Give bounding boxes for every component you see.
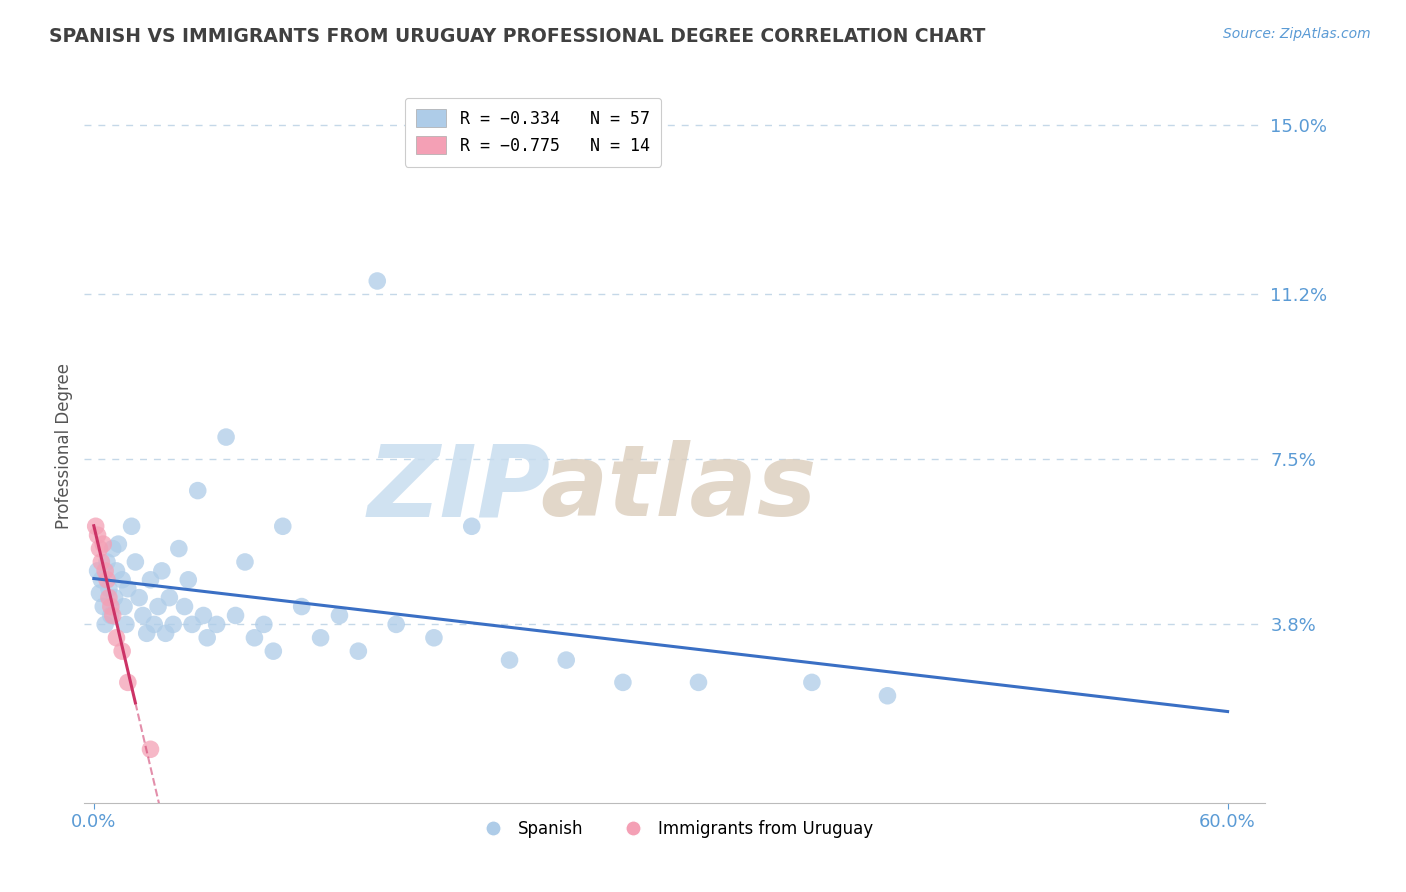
Point <box>94 617 117 632</box>
Point <box>243 631 266 645</box>
Point <box>193 608 215 623</box>
Point <box>104 591 127 605</box>
Point <box>91 537 114 551</box>
Point <box>498 653 520 667</box>
Point <box>143 617 166 632</box>
Point <box>139 573 162 587</box>
Point <box>124 555 146 569</box>
Point <box>97 591 120 605</box>
Point <box>150 564 173 578</box>
Point <box>117 675 139 690</box>
Text: atlas: atlas <box>540 441 817 537</box>
Point <box>262 644 284 658</box>
Point <box>105 631 128 645</box>
Point <box>291 599 314 614</box>
Point <box>101 608 124 623</box>
Point <box>155 626 177 640</box>
Point <box>800 675 823 690</box>
Point <box>215 430 238 444</box>
Point <box>117 582 139 596</box>
Point <box>461 519 484 533</box>
Point <box>555 653 578 667</box>
Point <box>347 644 370 658</box>
Point <box>366 274 388 288</box>
Point <box>107 537 129 551</box>
Point <box>86 528 108 542</box>
Point <box>90 573 112 587</box>
Point <box>385 617 408 632</box>
Point <box>135 626 157 640</box>
Point <box>121 519 143 533</box>
Point <box>423 631 446 645</box>
Point <box>96 573 118 587</box>
Point <box>89 541 111 556</box>
Point <box>876 689 898 703</box>
Text: Source: ZipAtlas.com: Source: ZipAtlas.com <box>1223 27 1371 41</box>
Point <box>187 483 209 498</box>
Point <box>146 599 169 614</box>
Point <box>205 617 228 632</box>
Point <box>688 675 710 690</box>
Point <box>139 742 162 756</box>
Point <box>157 591 180 605</box>
Point <box>162 617 184 632</box>
Text: ZIP: ZIP <box>368 441 551 537</box>
Point <box>111 573 134 587</box>
Point <box>233 555 256 569</box>
Point <box>328 608 350 623</box>
Point <box>112 599 135 614</box>
Point <box>100 608 122 623</box>
Point <box>105 564 128 578</box>
Point <box>132 608 155 623</box>
Y-axis label: Professional Degree: Professional Degree <box>55 363 73 529</box>
Point <box>309 631 332 645</box>
Text: SPANISH VS IMMIGRANTS FROM URUGUAY PROFESSIONAL DEGREE CORRELATION CHART: SPANISH VS IMMIGRANTS FROM URUGUAY PROFE… <box>49 27 986 45</box>
Point <box>96 555 118 569</box>
Legend: Spanish, Immigrants from Uruguay: Spanish, Immigrants from Uruguay <box>470 814 880 845</box>
Point <box>94 564 117 578</box>
Point <box>97 582 120 596</box>
Point <box>225 608 247 623</box>
Point <box>128 591 150 605</box>
Point <box>253 617 276 632</box>
Point <box>90 555 112 569</box>
Point <box>115 617 138 632</box>
Point <box>195 631 218 645</box>
Point <box>91 599 114 614</box>
Point <box>167 541 190 556</box>
Point <box>101 541 124 556</box>
Point <box>89 586 111 600</box>
Point <box>181 617 204 632</box>
Point <box>271 519 294 533</box>
Point <box>173 599 195 614</box>
Point <box>84 519 107 533</box>
Point <box>111 644 134 658</box>
Point <box>100 599 122 614</box>
Point <box>612 675 634 690</box>
Point <box>86 564 108 578</box>
Point <box>177 573 200 587</box>
